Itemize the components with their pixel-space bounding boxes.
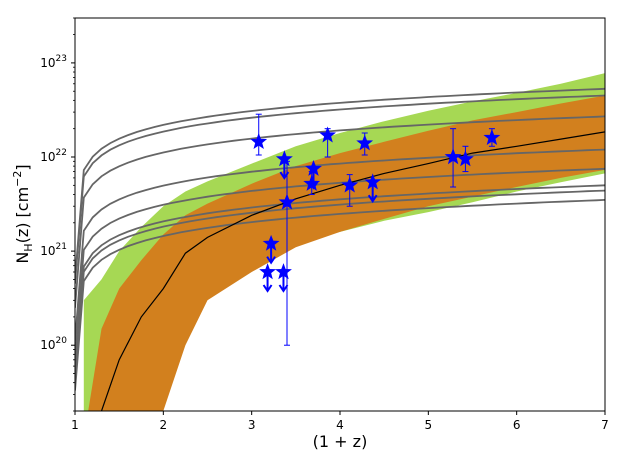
data-point-star xyxy=(305,159,322,176)
data-point-star xyxy=(278,193,296,210)
x-tick-label: 7 xyxy=(601,418,609,432)
x-tick-label: 1 xyxy=(71,418,79,432)
x-tick-label: 3 xyxy=(248,418,256,432)
x-tick-label: 4 xyxy=(336,418,344,432)
model-curve xyxy=(75,115,605,308)
data-point-star xyxy=(275,263,292,280)
y-tick-label: 1023 xyxy=(40,54,67,70)
data-point-star xyxy=(364,173,382,190)
x-tick-label: 2 xyxy=(160,418,168,432)
upper-limit-arrowhead xyxy=(262,284,273,293)
data-point-star xyxy=(483,128,501,145)
y-axis-label-sub: H xyxy=(22,243,35,251)
y-axis-label-main: N xyxy=(13,252,32,264)
x-axis-label: (1 + z) xyxy=(313,432,368,451)
y-tick-label: 1020 xyxy=(40,336,67,352)
y-tick-label: 1021 xyxy=(40,242,67,258)
upper-limit-arrowhead xyxy=(266,256,276,265)
data-point-star xyxy=(262,234,280,251)
x-tick-label: 5 xyxy=(425,418,433,432)
model-curve xyxy=(75,87,605,280)
model-curve xyxy=(75,148,605,342)
model-curve xyxy=(75,94,605,284)
y-tick-label: 1022 xyxy=(40,148,67,164)
data-point-star xyxy=(303,174,321,191)
data-point-star xyxy=(456,150,474,167)
data-point-star xyxy=(444,148,462,165)
median-line xyxy=(100,131,605,411)
y-axis-label-close: ] xyxy=(13,164,32,170)
model-curve xyxy=(75,167,605,360)
upper-limit-arrowhead xyxy=(367,194,378,203)
model-curve xyxy=(75,184,605,378)
model-curve xyxy=(75,189,605,383)
y-axis-label-tail: (z) [cm xyxy=(13,187,32,244)
plot-area xyxy=(75,73,605,411)
x-tick-label: 6 xyxy=(513,418,521,432)
upper-limit-arrowhead xyxy=(308,181,319,190)
data-point-star xyxy=(250,132,268,149)
y-axis-label: NH(z) [cm−2] xyxy=(11,164,35,263)
y-axis-label-sup: −2 xyxy=(11,171,24,187)
data-point-star xyxy=(275,150,293,167)
data-point-star xyxy=(341,176,359,193)
data-point-star xyxy=(259,263,277,280)
model-curve xyxy=(75,199,605,391)
axis-ticks: 1 2 3 4 5 6 7 1020 1021 1022 1023 xyxy=(40,17,609,432)
data-point-star xyxy=(319,126,337,143)
data-point-star xyxy=(356,134,374,151)
upper-limit-arrowhead xyxy=(278,284,289,293)
